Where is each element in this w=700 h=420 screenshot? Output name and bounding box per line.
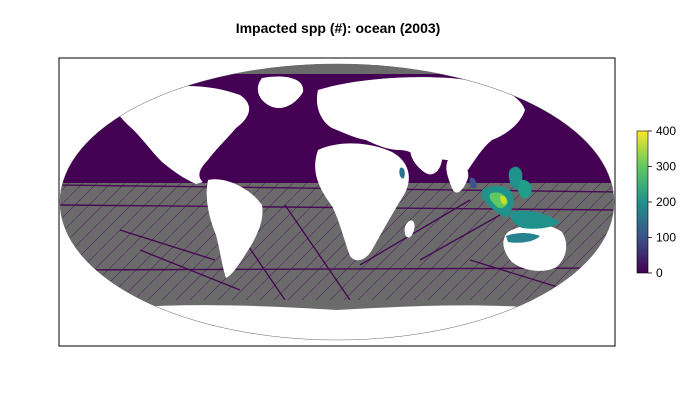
- legend-tick-label: 300: [656, 160, 676, 174]
- plot-frame: [58, 57, 616, 347]
- legend-gradient: [636, 130, 649, 274]
- impact-hotspots: [399, 166, 560, 243]
- legend-tick-label: 200: [656, 195, 676, 209]
- globe-outline: [59, 63, 615, 341]
- legend-colorbar: 0 100 200 300 400: [636, 124, 676, 280]
- legend-ticks: 0 100 200 300 400: [648, 124, 676, 280]
- legend-tick-label: 0: [656, 266, 663, 280]
- legend-tick-label: 100: [656, 231, 676, 245]
- map-title: Impacted spp (#): ocean (2003): [235, 20, 441, 36]
- ocean-raster: [60, 64, 614, 340]
- land-masses: [60, 76, 614, 340]
- arctic-no-data: [60, 64, 614, 74]
- legend-tick-label: 400: [656, 124, 676, 138]
